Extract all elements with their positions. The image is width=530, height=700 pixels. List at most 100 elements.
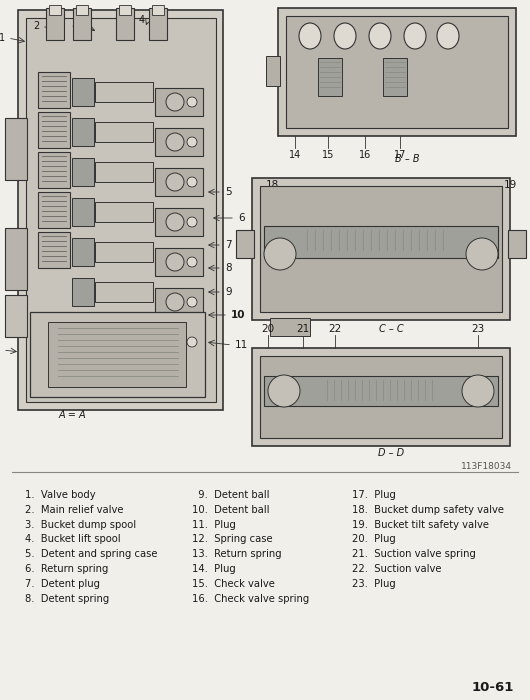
Text: 10: 10 <box>231 310 245 320</box>
Bar <box>49 5 61 15</box>
Bar <box>286 16 508 128</box>
Text: 7.  Detent plug: 7. Detent plug <box>25 579 100 589</box>
Ellipse shape <box>299 23 321 49</box>
Bar <box>152 5 164 15</box>
Text: 22.  Suction valve: 22. Suction valve <box>352 564 441 574</box>
Text: 10.  Detent ball: 10. Detent ball <box>192 505 269 514</box>
Bar <box>252 348 510 446</box>
Text: 5: 5 <box>225 187 232 197</box>
Bar <box>38 152 70 188</box>
Circle shape <box>166 173 184 191</box>
Circle shape <box>187 177 197 187</box>
Text: 8.  Detent spring: 8. Detent spring <box>25 594 109 603</box>
Bar <box>46 8 64 40</box>
Bar <box>264 376 498 406</box>
Text: 1: 1 <box>0 33 5 43</box>
Text: 6: 6 <box>238 213 245 223</box>
Bar <box>155 88 203 116</box>
Text: 19: 19 <box>504 180 517 190</box>
Circle shape <box>187 297 197 307</box>
Text: 16.  Check valve spring: 16. Check valve spring <box>192 594 309 603</box>
Text: 3: 3 <box>71 19 77 29</box>
Text: 8: 8 <box>225 263 232 273</box>
Ellipse shape <box>334 23 356 49</box>
Text: 10-61: 10-61 <box>472 681 514 694</box>
Circle shape <box>187 257 197 267</box>
Circle shape <box>264 238 296 270</box>
Text: 1.  Valve body: 1. Valve body <box>25 490 95 500</box>
Bar <box>73 8 91 40</box>
Bar <box>30 312 205 397</box>
Text: 13.  Return spring: 13. Return spring <box>192 550 281 559</box>
Bar <box>264 226 498 258</box>
Circle shape <box>166 93 184 111</box>
Circle shape <box>166 293 184 311</box>
Bar <box>72 78 94 106</box>
Bar <box>149 8 167 40</box>
Text: 4: 4 <box>139 15 145 25</box>
Bar <box>72 278 94 306</box>
Bar <box>72 238 94 266</box>
Circle shape <box>466 238 498 270</box>
Text: 16: 16 <box>359 150 371 160</box>
Ellipse shape <box>369 23 391 49</box>
Bar <box>155 168 203 196</box>
Bar <box>5 118 27 180</box>
Text: 17.  Plug: 17. Plug <box>352 490 396 500</box>
Bar <box>38 112 70 148</box>
Circle shape <box>268 375 300 407</box>
Bar <box>252 178 510 320</box>
Bar <box>48 322 186 387</box>
Bar <box>95 82 153 102</box>
Bar <box>26 18 216 402</box>
Bar <box>76 5 88 15</box>
Circle shape <box>166 253 184 271</box>
Text: 11: 11 <box>235 340 248 350</box>
Text: 5.  Detent and spring case: 5. Detent and spring case <box>25 550 157 559</box>
Bar <box>155 328 203 356</box>
Circle shape <box>187 337 197 347</box>
Bar <box>95 202 153 222</box>
Text: 14: 14 <box>289 150 301 160</box>
Circle shape <box>166 213 184 231</box>
Text: 23: 23 <box>471 324 484 334</box>
Text: B – B: B – B <box>395 154 419 164</box>
Bar <box>95 282 153 302</box>
Text: 19.  Bucket tilt safety valve: 19. Bucket tilt safety valve <box>352 519 489 530</box>
Text: 2: 2 <box>33 21 39 31</box>
Circle shape <box>166 133 184 151</box>
Circle shape <box>462 375 494 407</box>
Bar <box>383 58 407 96</box>
Bar <box>5 295 27 337</box>
Text: 2.  Main relief valve: 2. Main relief valve <box>25 505 123 514</box>
Bar <box>236 230 254 258</box>
Circle shape <box>166 333 184 351</box>
Bar <box>38 72 70 108</box>
Text: 22: 22 <box>329 324 342 334</box>
Circle shape <box>187 97 197 107</box>
Text: 21.  Suction valve spring: 21. Suction valve spring <box>352 550 476 559</box>
Bar <box>72 118 94 146</box>
Text: A = A: A = A <box>58 410 86 420</box>
Bar <box>318 58 342 96</box>
Bar <box>155 128 203 156</box>
Bar <box>95 242 153 262</box>
Text: 113F18034: 113F18034 <box>461 462 512 471</box>
Text: 3.  Bucket dump spool: 3. Bucket dump spool <box>25 519 136 530</box>
Bar <box>116 8 134 40</box>
Bar <box>95 122 153 142</box>
Text: 15: 15 <box>322 150 334 160</box>
Bar <box>38 192 70 228</box>
Bar <box>155 288 203 316</box>
Bar <box>270 318 310 336</box>
Bar <box>72 198 94 226</box>
Bar <box>278 8 516 136</box>
Circle shape <box>187 217 197 227</box>
Text: 18.  Bucket dump safety valve: 18. Bucket dump safety valve <box>352 505 504 514</box>
Text: 21: 21 <box>296 324 310 334</box>
Text: 17: 17 <box>394 150 406 160</box>
Bar <box>508 230 526 258</box>
Text: 20: 20 <box>261 324 275 334</box>
Text: 9: 9 <box>225 287 232 297</box>
Bar <box>95 162 153 182</box>
